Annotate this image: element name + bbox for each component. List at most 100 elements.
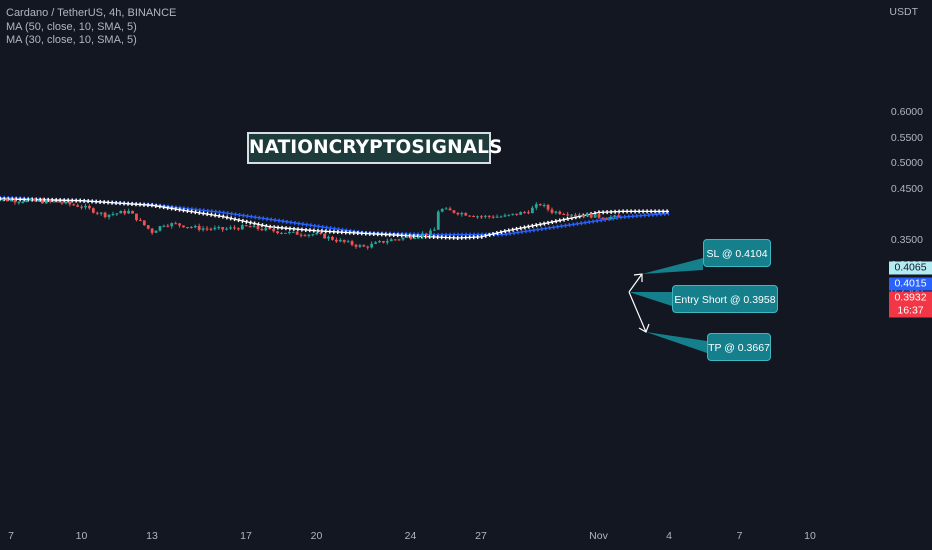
candle-down <box>472 216 475 218</box>
candle-up <box>213 227 217 230</box>
candle-down <box>48 200 52 202</box>
candle-up <box>593 214 597 218</box>
candle-down <box>244 225 248 227</box>
candle-down <box>56 201 60 203</box>
time-tick: 13 <box>146 530 158 542</box>
candle-down <box>88 205 91 209</box>
sl-callout-pointer <box>642 258 703 274</box>
candle-down <box>13 199 17 203</box>
candle-up <box>162 225 166 227</box>
candle-down <box>166 225 170 227</box>
candle-up <box>252 226 256 228</box>
candle-up <box>401 237 405 240</box>
candle-down <box>182 225 185 228</box>
candle-down <box>40 200 44 204</box>
candle-up <box>421 233 425 237</box>
candle-up <box>291 231 295 233</box>
time-tick: 17 <box>240 530 252 542</box>
candlesticks <box>0 197 621 250</box>
candle-down <box>464 213 468 216</box>
candle-up <box>154 230 158 233</box>
candle-down <box>80 206 83 208</box>
candle-down <box>178 223 181 226</box>
candle-up <box>225 228 229 230</box>
candle-up <box>115 213 119 215</box>
candle-up <box>519 212 523 215</box>
candle-up <box>385 241 389 243</box>
time-tick: 24 <box>404 530 417 542</box>
candle-up <box>507 214 511 216</box>
candle-down <box>319 232 323 234</box>
chart-legend: Cardano / TetherUS, 4h, BINANCE MA (50, … <box>6 7 176 48</box>
candle-down <box>33 199 36 202</box>
moving-average-lines <box>0 195 670 241</box>
candle-up <box>158 226 162 231</box>
price-tick: 0.5500 <box>890 131 923 144</box>
candle-up <box>378 241 381 243</box>
time-tick: 27 <box>475 530 487 542</box>
candle-down <box>323 233 327 239</box>
entry-callout-pointer <box>629 292 672 306</box>
candle-down <box>342 239 346 242</box>
candle-down <box>546 205 550 210</box>
candle-up <box>1 199 5 201</box>
candle-up <box>338 239 342 242</box>
candle-down <box>448 208 452 211</box>
candle-down <box>276 231 279 234</box>
candle-down <box>366 246 370 248</box>
candle-down <box>248 226 252 228</box>
candle-up <box>311 234 315 236</box>
candle-down <box>236 228 240 230</box>
candle-up <box>186 227 189 229</box>
candle-up <box>127 210 131 214</box>
candle-down <box>452 210 456 213</box>
sl-callout: SL @ 0.4104 <box>703 239 771 267</box>
candle-up <box>21 202 25 204</box>
price-tick: 0.6000 <box>890 106 923 118</box>
candle-up <box>511 213 515 215</box>
candle-up <box>405 236 409 238</box>
candle-up <box>107 214 111 218</box>
candle-down <box>76 205 80 207</box>
candle-down <box>605 218 609 220</box>
tp-callout: TP @ 0.3667 <box>707 333 771 361</box>
candle-down <box>480 216 483 218</box>
candle-up <box>287 231 291 234</box>
candle-down <box>272 229 276 232</box>
candle-down <box>256 226 260 230</box>
candle-up <box>432 229 436 231</box>
candle-up <box>585 213 589 217</box>
candle-up <box>315 232 319 235</box>
callout-pointers <box>629 258 707 353</box>
candle-down <box>72 204 76 206</box>
candle-down <box>174 223 178 225</box>
entry-to-tp-arrow <box>628 291 647 333</box>
candle-down <box>562 214 566 216</box>
candle-up <box>389 239 393 242</box>
candle-up <box>374 242 377 244</box>
candle-down <box>409 236 413 239</box>
candle-down <box>284 232 287 234</box>
candle-up <box>9 199 13 202</box>
candle-down <box>146 225 150 229</box>
candle-down <box>260 229 264 231</box>
candle-up <box>17 202 21 204</box>
candle-up <box>64 201 68 204</box>
candle-down <box>60 202 64 204</box>
candle-down <box>123 211 127 214</box>
candle-up <box>307 234 311 236</box>
candle-up <box>0 200 1 202</box>
candle-down <box>589 213 593 218</box>
price-badge: 0.4015 <box>889 277 932 291</box>
candle-down <box>197 225 201 230</box>
legend-symbol: Cardano / TetherUS, 4h, BINANCE <box>6 7 177 19</box>
time-tick: 4 <box>666 530 672 542</box>
candle-down <box>550 209 554 213</box>
legend-ma-30: MA (30, close, 10, SMA, 5) <box>6 34 137 46</box>
watermark-banner: NATIONCRYPTOSIGNALS <box>247 132 502 164</box>
candle-up <box>609 216 613 219</box>
candle-down <box>331 236 334 240</box>
tp-callout-pointer <box>646 332 707 353</box>
time-tick: 20 <box>310 530 323 542</box>
